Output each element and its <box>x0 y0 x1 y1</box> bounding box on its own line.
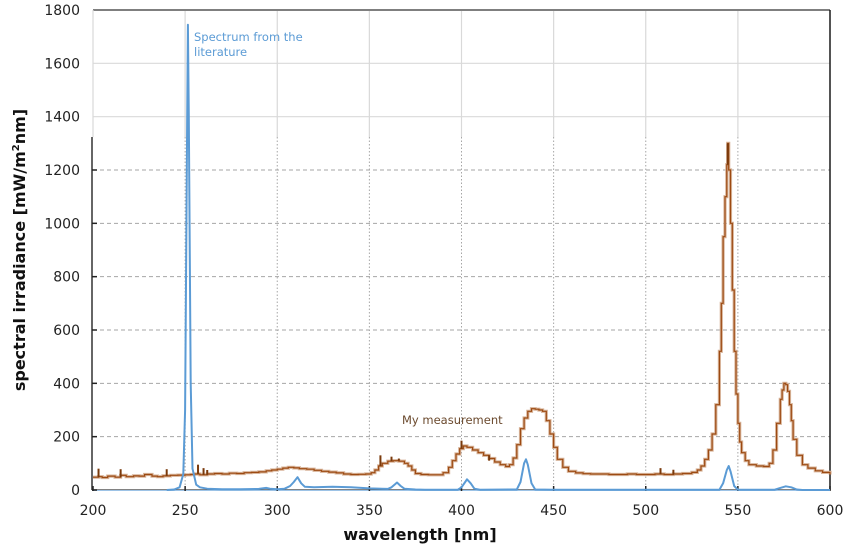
x-tick-label: 450 <box>540 503 567 519</box>
y-tick-label: 1200 <box>44 163 80 179</box>
y-tick-label: 800 <box>53 270 80 286</box>
y-tick-label: 1000 <box>44 216 80 232</box>
annotation-literature-line1: Spectrum from the <box>194 30 303 44</box>
y-tick-label: 400 <box>53 376 80 392</box>
x-tick-label: 350 <box>356 503 383 519</box>
y-axis-ticks: 0 200 400 600 800 1000 1200 1400 1600 1800 <box>44 3 80 499</box>
x-tick-label: 550 <box>725 503 752 519</box>
y-tick-label: 0 <box>71 483 80 499</box>
y-tick-label: 1600 <box>44 56 80 72</box>
y-tick-label: 1400 <box>44 110 80 126</box>
y-tick-label: 200 <box>53 430 80 446</box>
x-axis-ticks: 200 250 300 350 400 450 500 550 600 <box>80 503 844 519</box>
y-axis-title-sup: 2 <box>11 144 22 151</box>
x-tick-label: 200 <box>80 503 107 519</box>
annotation-measurement: My measurement <box>402 413 503 427</box>
y-axis-title-prefix: spectral irradiance [mW/m <box>10 151 29 391</box>
y-tick-label: 600 <box>53 323 80 339</box>
series-my-measurement <box>93 141 832 480</box>
annotation-literature-line2: literature <box>194 45 247 59</box>
x-tick-label: 600 <box>817 503 844 519</box>
series-literature <box>166 23 830 491</box>
grid-dotted <box>93 137 830 490</box>
x-tick-label: 500 <box>632 503 659 519</box>
grid-solid <box>93 10 830 137</box>
x-tick-label: 400 <box>448 503 475 519</box>
annotation-literature: Spectrum from the literature <box>194 30 306 59</box>
y-tick-label: 1800 <box>44 3 80 19</box>
y-axis-title: spectral irradiance [mW/m2nm] <box>10 109 29 391</box>
x-tick-label: 250 <box>172 503 199 519</box>
y-axis-title-suffix: nm] <box>10 109 29 144</box>
x-axis-title: wavelength [nm] <box>343 525 496 544</box>
x-tick-label: 300 <box>264 503 291 519</box>
